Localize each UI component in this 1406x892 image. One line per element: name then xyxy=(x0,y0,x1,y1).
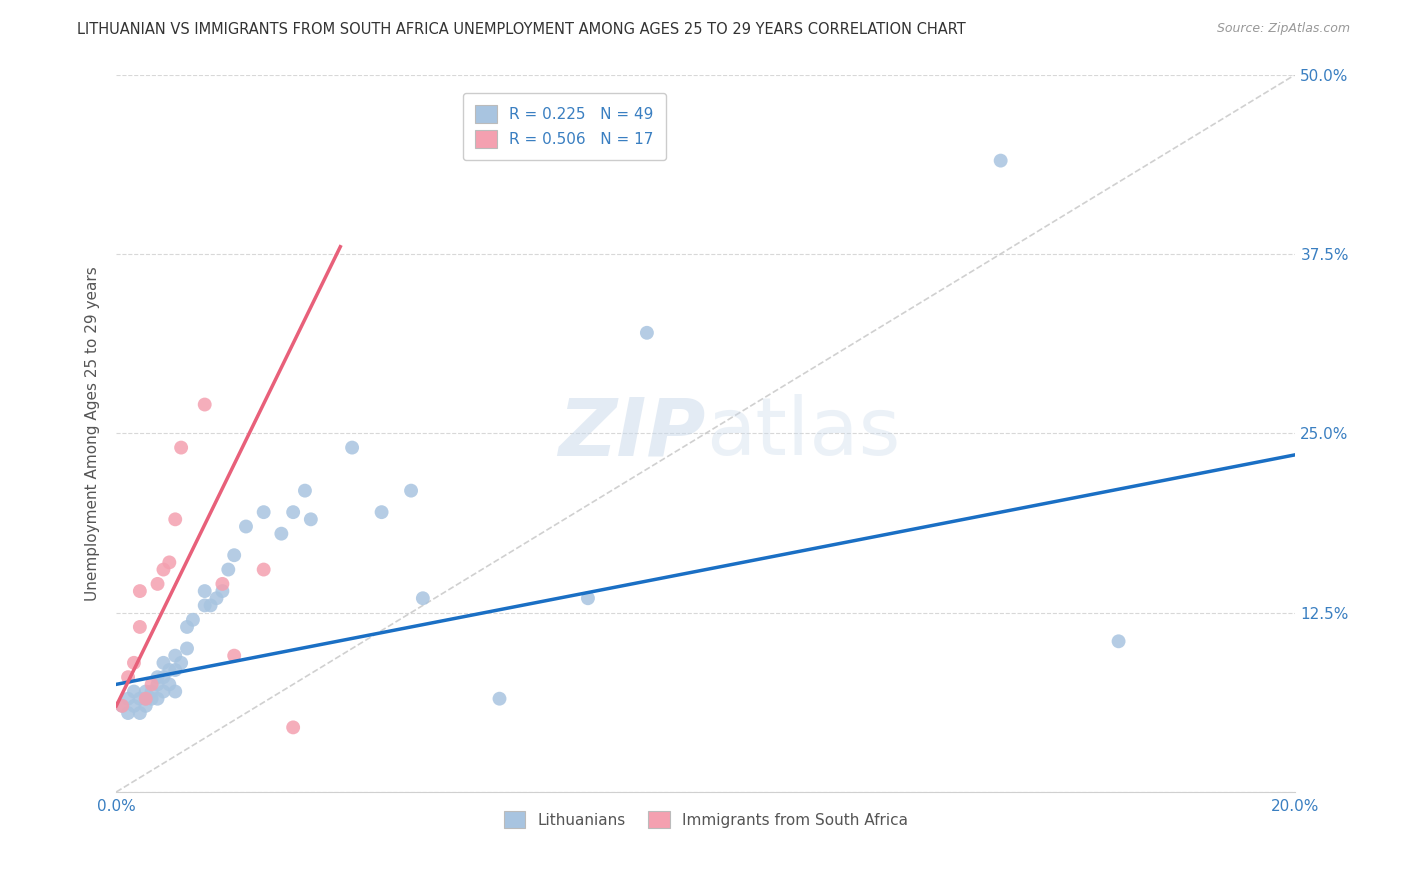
Point xyxy=(146,677,169,691)
Point xyxy=(117,706,139,720)
Point xyxy=(636,326,658,340)
Point xyxy=(176,620,198,634)
Point xyxy=(111,698,134,713)
Point xyxy=(181,613,204,627)
Point xyxy=(117,691,139,706)
Point xyxy=(235,519,257,533)
Point xyxy=(205,591,228,606)
Point xyxy=(157,555,180,569)
Point xyxy=(165,684,187,698)
Point xyxy=(146,691,169,706)
Point xyxy=(281,720,304,734)
Point xyxy=(281,505,304,519)
Point xyxy=(211,577,233,591)
Point xyxy=(253,563,276,577)
Point xyxy=(990,153,1012,168)
Point xyxy=(194,398,217,412)
Point xyxy=(488,691,510,706)
Point xyxy=(111,698,134,713)
Point xyxy=(576,591,599,606)
Legend: Lithuanians, Immigrants from South Africa: Lithuanians, Immigrants from South Afric… xyxy=(498,805,914,835)
Point xyxy=(194,584,217,599)
Point xyxy=(141,684,163,698)
Point xyxy=(299,512,322,526)
Point xyxy=(157,663,180,677)
Point xyxy=(117,670,139,684)
Point xyxy=(122,684,145,698)
Point xyxy=(128,691,150,706)
Point xyxy=(135,698,157,713)
Point xyxy=(146,577,169,591)
Point xyxy=(294,483,316,498)
Point xyxy=(194,599,217,613)
Point xyxy=(170,441,193,455)
Point xyxy=(152,684,174,698)
Point xyxy=(224,548,246,562)
Point xyxy=(270,526,292,541)
Point xyxy=(135,684,157,698)
Point xyxy=(122,656,145,670)
Point xyxy=(165,512,187,526)
Point xyxy=(135,691,157,706)
Point xyxy=(399,483,422,498)
Point xyxy=(412,591,434,606)
Text: LITHUANIAN VS IMMIGRANTS FROM SOUTH AFRICA UNEMPLOYMENT AMONG AGES 25 TO 29 YEAR: LITHUANIAN VS IMMIGRANTS FROM SOUTH AFRI… xyxy=(77,22,966,37)
Point xyxy=(224,648,246,663)
Point xyxy=(170,656,193,670)
Point xyxy=(176,641,198,656)
Point xyxy=(128,620,150,634)
Point xyxy=(152,656,174,670)
Text: Source: ZipAtlas.com: Source: ZipAtlas.com xyxy=(1216,22,1350,36)
Point xyxy=(152,670,174,684)
Point xyxy=(128,584,150,599)
Point xyxy=(253,505,276,519)
Text: ZIP: ZIP xyxy=(558,394,706,472)
Point xyxy=(370,505,392,519)
Point xyxy=(211,584,233,599)
Point xyxy=(157,677,180,691)
Text: atlas: atlas xyxy=(706,394,900,472)
Point xyxy=(122,698,145,713)
Point xyxy=(141,677,163,691)
Point xyxy=(128,706,150,720)
Point xyxy=(135,691,157,706)
Point xyxy=(217,563,239,577)
Point xyxy=(165,663,187,677)
Point xyxy=(1108,634,1130,648)
Y-axis label: Unemployment Among Ages 25 to 29 years: Unemployment Among Ages 25 to 29 years xyxy=(86,266,100,600)
Point xyxy=(200,599,222,613)
Point xyxy=(152,563,174,577)
Point xyxy=(340,441,363,455)
Point xyxy=(146,670,169,684)
Point xyxy=(141,691,163,706)
Point xyxy=(165,648,187,663)
